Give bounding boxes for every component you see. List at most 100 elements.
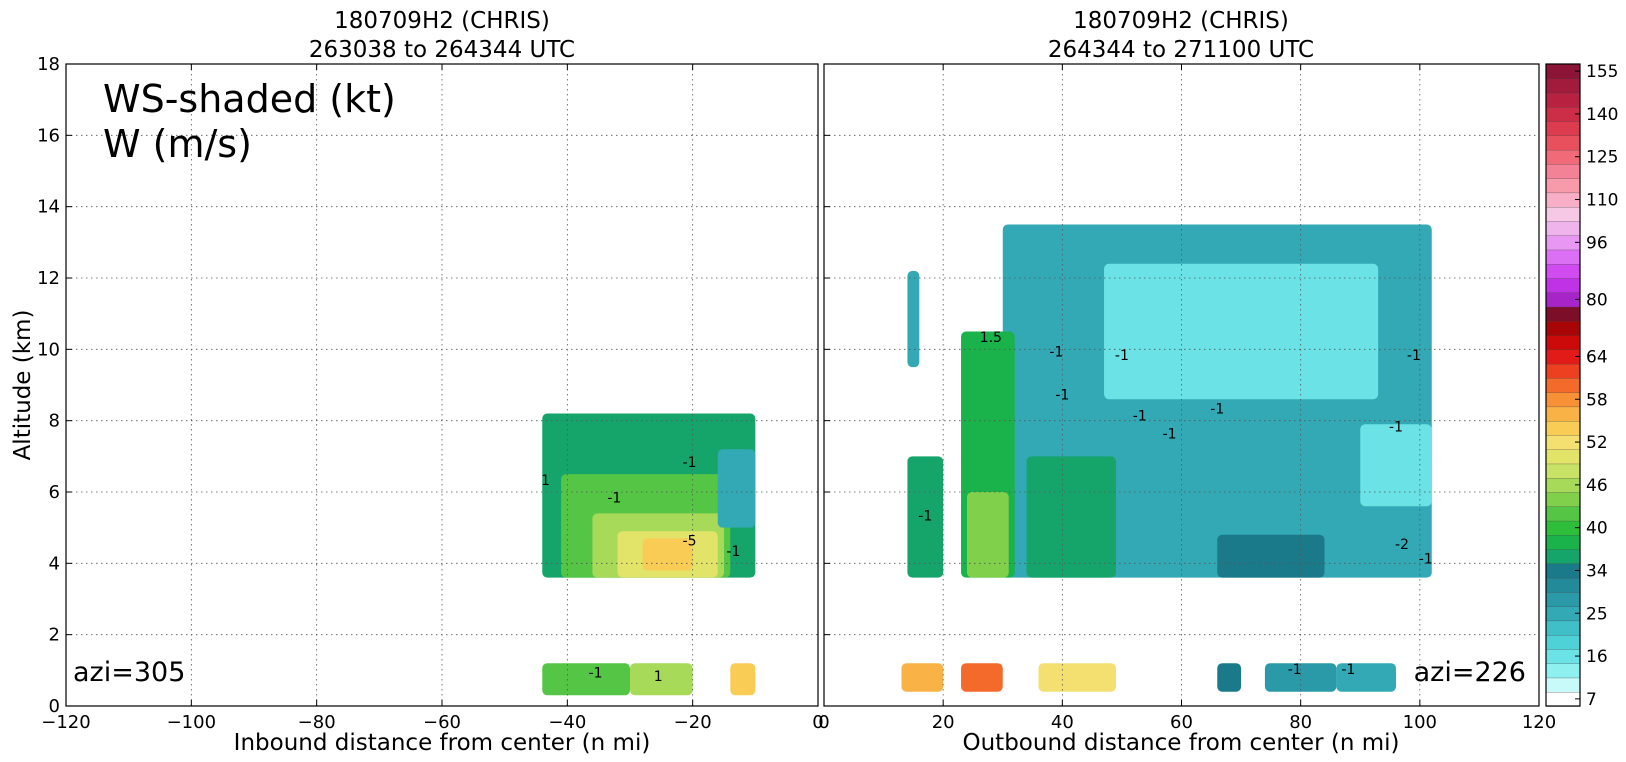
left-contour-label-5: -1 <box>589 665 603 681</box>
colorbar-cell-37 <box>1545 163 1581 179</box>
colorbar-cell-36 <box>1545 177 1581 194</box>
colorbar-cell-13 <box>1545 506 1581 522</box>
left-xtick-label-2: −80 <box>298 712 336 733</box>
right-contour-label-9: -1 <box>1407 348 1421 364</box>
left-shaded-field <box>542 413 756 696</box>
left-x-axis-label: Inbound distance from center (n mi) <box>234 730 651 756</box>
right-xtick-label-1: 20 <box>932 712 955 733</box>
right-contour-label-2: -1 <box>1049 344 1063 360</box>
colorbar-cell-26 <box>1545 320 1581 336</box>
right-xtick-label-4: 80 <box>1289 712 1312 733</box>
left-contour-label-2: -5 <box>683 534 697 550</box>
right-shaded-region-9 <box>901 663 944 692</box>
right-shaded-region-2 <box>1360 424 1432 507</box>
colorbar-cell-41 <box>1545 106 1581 122</box>
colorbar-cell-28 <box>1545 292 1581 308</box>
ytick-label-9: 18 <box>37 54 60 75</box>
ytick-label-3: 6 <box>49 482 60 503</box>
colorbar-cell-24 <box>1545 349 1581 365</box>
colorbar-cell-6 <box>1545 605 1581 622</box>
colorbar-cell-22 <box>1545 377 1581 393</box>
colorbar-tick-label-14: 155 <box>1586 62 1618 82</box>
colorbar-cell-34 <box>1545 206 1581 222</box>
left-panel: 1 -1 -5 -1 -1 -1 1 −120 −100 −80 −60 −40 −20 0 0 2 4 6 8… <box>10 8 824 756</box>
left-azimuth-annotation: azi=305 <box>73 657 185 688</box>
ytick-label-8: 16 <box>37 125 60 146</box>
right-contour-label-6: -1 <box>1163 427 1177 443</box>
colorbar-cell-35 <box>1545 192 1581 208</box>
right-shaded-region-12 <box>1217 663 1242 692</box>
left-grid <box>66 64 818 706</box>
left-shaded-region-5 <box>717 449 756 528</box>
right-contour-label-11: -1 <box>1419 551 1433 567</box>
right-xtick-label-5: 100 <box>1403 712 1437 733</box>
colorbar-cell-40 <box>1545 120 1581 136</box>
right-contour-labels: -1 1.5 -1 -1 -1 -1 -1 -1 -1 -1 -2 -1 -1 -1 <box>918 330 1432 678</box>
left-shaded-region-8 <box>730 663 756 696</box>
colorbar: 7 16 25 34 40 46 52 58 64 80 96 110 125 140 155 <box>1545 62 1618 710</box>
right-x-axis-label: Outbound distance from center (n mi) <box>963 730 1400 756</box>
left-contour-labels: 1 -1 -5 -1 -1 -1 1 <box>541 455 740 685</box>
left-chart-title: 180709H2 (CHRIS) <box>334 8 550 34</box>
right-contour-label-10: -2 <box>1395 537 1409 553</box>
colorbar-cell-2 <box>1545 663 1581 679</box>
right-contour-label-7: -1 <box>1210 402 1224 418</box>
colorbar-cell-14 <box>1545 491 1581 507</box>
colorbar-cell-11 <box>1545 534 1581 550</box>
right-xtick-label-2: 40 <box>1051 712 1074 733</box>
left-xtick-label-4: −40 <box>548 712 586 733</box>
ytick-label-6: 12 <box>37 268 60 289</box>
colorbar-tick-label-5: 46 <box>1586 476 1608 496</box>
colorbar-tick-label-9: 80 <box>1586 290 1608 310</box>
colorbar-cell-21 <box>1545 391 1581 408</box>
legend-line-2: W (m/s) <box>103 122 252 166</box>
right-shaded-region-8 <box>1217 534 1325 578</box>
left-x-ticks: −120 −100 −80 −60 −40 −20 0 <box>41 64 824 733</box>
right-xtick-label-0: 0 <box>818 712 829 733</box>
colorbar-cell-33 <box>1545 220 1581 236</box>
left-xtick-label-1: −100 <box>167 712 216 733</box>
right-shaded-region-1 <box>1104 263 1379 400</box>
left-shaded-region-7 <box>630 663 693 696</box>
colorbar-frame <box>1545 63 1581 707</box>
colorbar-ticks: 7 16 25 34 40 46 52 58 64 80 96 110 125 140 155 <box>1575 62 1618 710</box>
right-shaded-region-7 <box>1026 456 1116 578</box>
left-contour-label-1: -1 <box>607 491 621 507</box>
colorbar-cell-9 <box>1545 563 1581 579</box>
left-y-ticks: 0 2 4 6 8 10 12 14 16 18 <box>37 54 72 717</box>
right-azimuth-annotation: azi=226 <box>1414 657 1526 688</box>
right-xtick-label-6: 120 <box>1522 712 1556 733</box>
right-chart-title: 180709H2 (CHRIS) <box>1073 8 1289 34</box>
colorbar-cell-23 <box>1545 363 1581 379</box>
colorbar-cell-43 <box>1545 78 1581 94</box>
ytick-label-1: 2 <box>49 625 60 646</box>
colorbar-tick-label-7: 58 <box>1586 390 1608 410</box>
colorbar-cell-5 <box>1545 620 1581 636</box>
colorbar-cell-1 <box>1545 677 1581 693</box>
right-shaded-region-6 <box>967 492 1009 578</box>
ytick-label-4: 8 <box>49 411 60 432</box>
colorbar-cell-20 <box>1545 406 1581 422</box>
colorbar-tick-label-10: 96 <box>1586 233 1608 253</box>
colorbar-cell-8 <box>1545 577 1581 593</box>
colorbar-cell-19 <box>1545 420 1581 436</box>
right-xtick-label-3: 60 <box>1170 712 1193 733</box>
colorbar-tick-label-12: 125 <box>1586 148 1618 168</box>
left-contour-label-4: -1 <box>683 455 697 471</box>
left-contour-label-3: -1 <box>726 544 740 560</box>
left-xtick-label-0: −120 <box>41 712 90 733</box>
right-contour-label-0: -1 <box>918 509 932 525</box>
colorbar-cell-42 <box>1545 92 1581 108</box>
colorbar-tick-label-11: 110 <box>1586 191 1618 211</box>
colorbar-tick-label-0: 7 <box>1586 690 1597 710</box>
colorbar-cell-44 <box>1545 63 1581 79</box>
right-contour-label-4: -1 <box>1115 348 1129 364</box>
left-xtick-label-5: −20 <box>674 712 712 733</box>
colorbar-cell-15 <box>1545 477 1581 493</box>
colorbar-tick-label-8: 64 <box>1586 347 1608 367</box>
colorbar-tick-label-13: 140 <box>1586 105 1618 125</box>
right-shaded-region-4 <box>907 270 920 368</box>
right-contour-label-5: -1 <box>1133 409 1147 425</box>
colorbar-tick-label-6: 52 <box>1586 433 1608 453</box>
